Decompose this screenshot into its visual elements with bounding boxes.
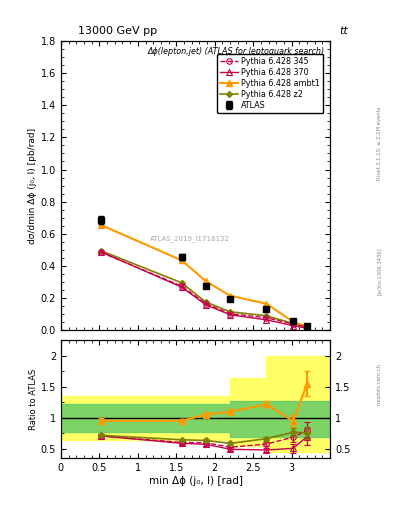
Text: ATLAS_2019_I1718132: ATLAS_2019_I1718132 (150, 235, 230, 242)
Text: 13000 GeV pp: 13000 GeV pp (78, 26, 158, 36)
Pythia 6.428 345 (305, 324, 309, 330)
Pythia 6.428 345 (291, 321, 296, 327)
Y-axis label: Ratio to ATLAS: Ratio to ATLAS (29, 369, 38, 430)
Text: Rivet 3.1.10, ≥ 2.2M events: Rivet 3.1.10, ≥ 2.2M events (377, 106, 382, 180)
Line: Pythia 6.428 z2: Pythia 6.428 z2 (99, 249, 309, 329)
Pythia 6.428 370 (264, 317, 269, 323)
Line: Pythia 6.428 345: Pythia 6.428 345 (98, 249, 310, 330)
Pythia 6.428 345 (99, 249, 103, 255)
Pythia 6.428 370 (291, 323, 296, 329)
Pythia 6.428 370 (179, 284, 184, 290)
Pythia 6.428 z2 (204, 299, 208, 305)
Y-axis label: dσ/dmin Δϕ (j₀, l) [pb/rad]: dσ/dmin Δϕ (j₀, l) [pb/rad] (28, 127, 37, 244)
Pythia 6.428 ambt1 (264, 301, 269, 307)
Text: Δϕ(lepton,jet) (ATLAS for leptoquark search): Δϕ(lepton,jet) (ATLAS for leptoquark sea… (148, 47, 325, 56)
Pythia 6.428 z2 (99, 248, 103, 254)
Pythia 6.428 370 (204, 302, 208, 308)
Pythia 6.428 ambt1 (228, 293, 233, 299)
Pythia 6.428 345 (179, 283, 184, 289)
Pythia 6.428 370 (228, 312, 233, 318)
Line: Pythia 6.428 ambt1: Pythia 6.428 ambt1 (98, 222, 310, 330)
Pythia 6.428 ambt1 (291, 319, 296, 325)
Text: tt: tt (340, 26, 348, 36)
Pythia 6.428 ambt1 (179, 257, 184, 263)
Pythia 6.428 ambt1 (305, 324, 309, 330)
Pythia 6.428 z2 (228, 309, 233, 315)
Text: mcplots.cern.ch: mcplots.cern.ch (377, 363, 382, 405)
Pythia 6.428 ambt1 (204, 278, 208, 284)
Pythia 6.428 345 (264, 315, 269, 321)
Pythia 6.428 370 (99, 249, 103, 255)
Pythia 6.428 z2 (305, 324, 309, 330)
Line: Pythia 6.428 370: Pythia 6.428 370 (98, 249, 310, 331)
Text: [arXiv:1306.3436]: [arXiv:1306.3436] (377, 247, 382, 295)
X-axis label: min Δϕ (j₀, l) [rad]: min Δϕ (j₀, l) [rad] (149, 476, 242, 486)
Pythia 6.428 z2 (291, 321, 296, 327)
Pythia 6.428 ambt1 (99, 222, 103, 228)
Pythia 6.428 345 (228, 311, 233, 317)
Pythia 6.428 z2 (264, 313, 269, 319)
Legend: Pythia 6.428 345, Pythia 6.428 370, Pythia 6.428 ambt1, Pythia 6.428 z2, ATLAS: Pythia 6.428 345, Pythia 6.428 370, Pyth… (217, 54, 323, 113)
Pythia 6.428 370 (305, 325, 309, 331)
Pythia 6.428 345 (204, 301, 208, 307)
Pythia 6.428 z2 (179, 280, 184, 286)
